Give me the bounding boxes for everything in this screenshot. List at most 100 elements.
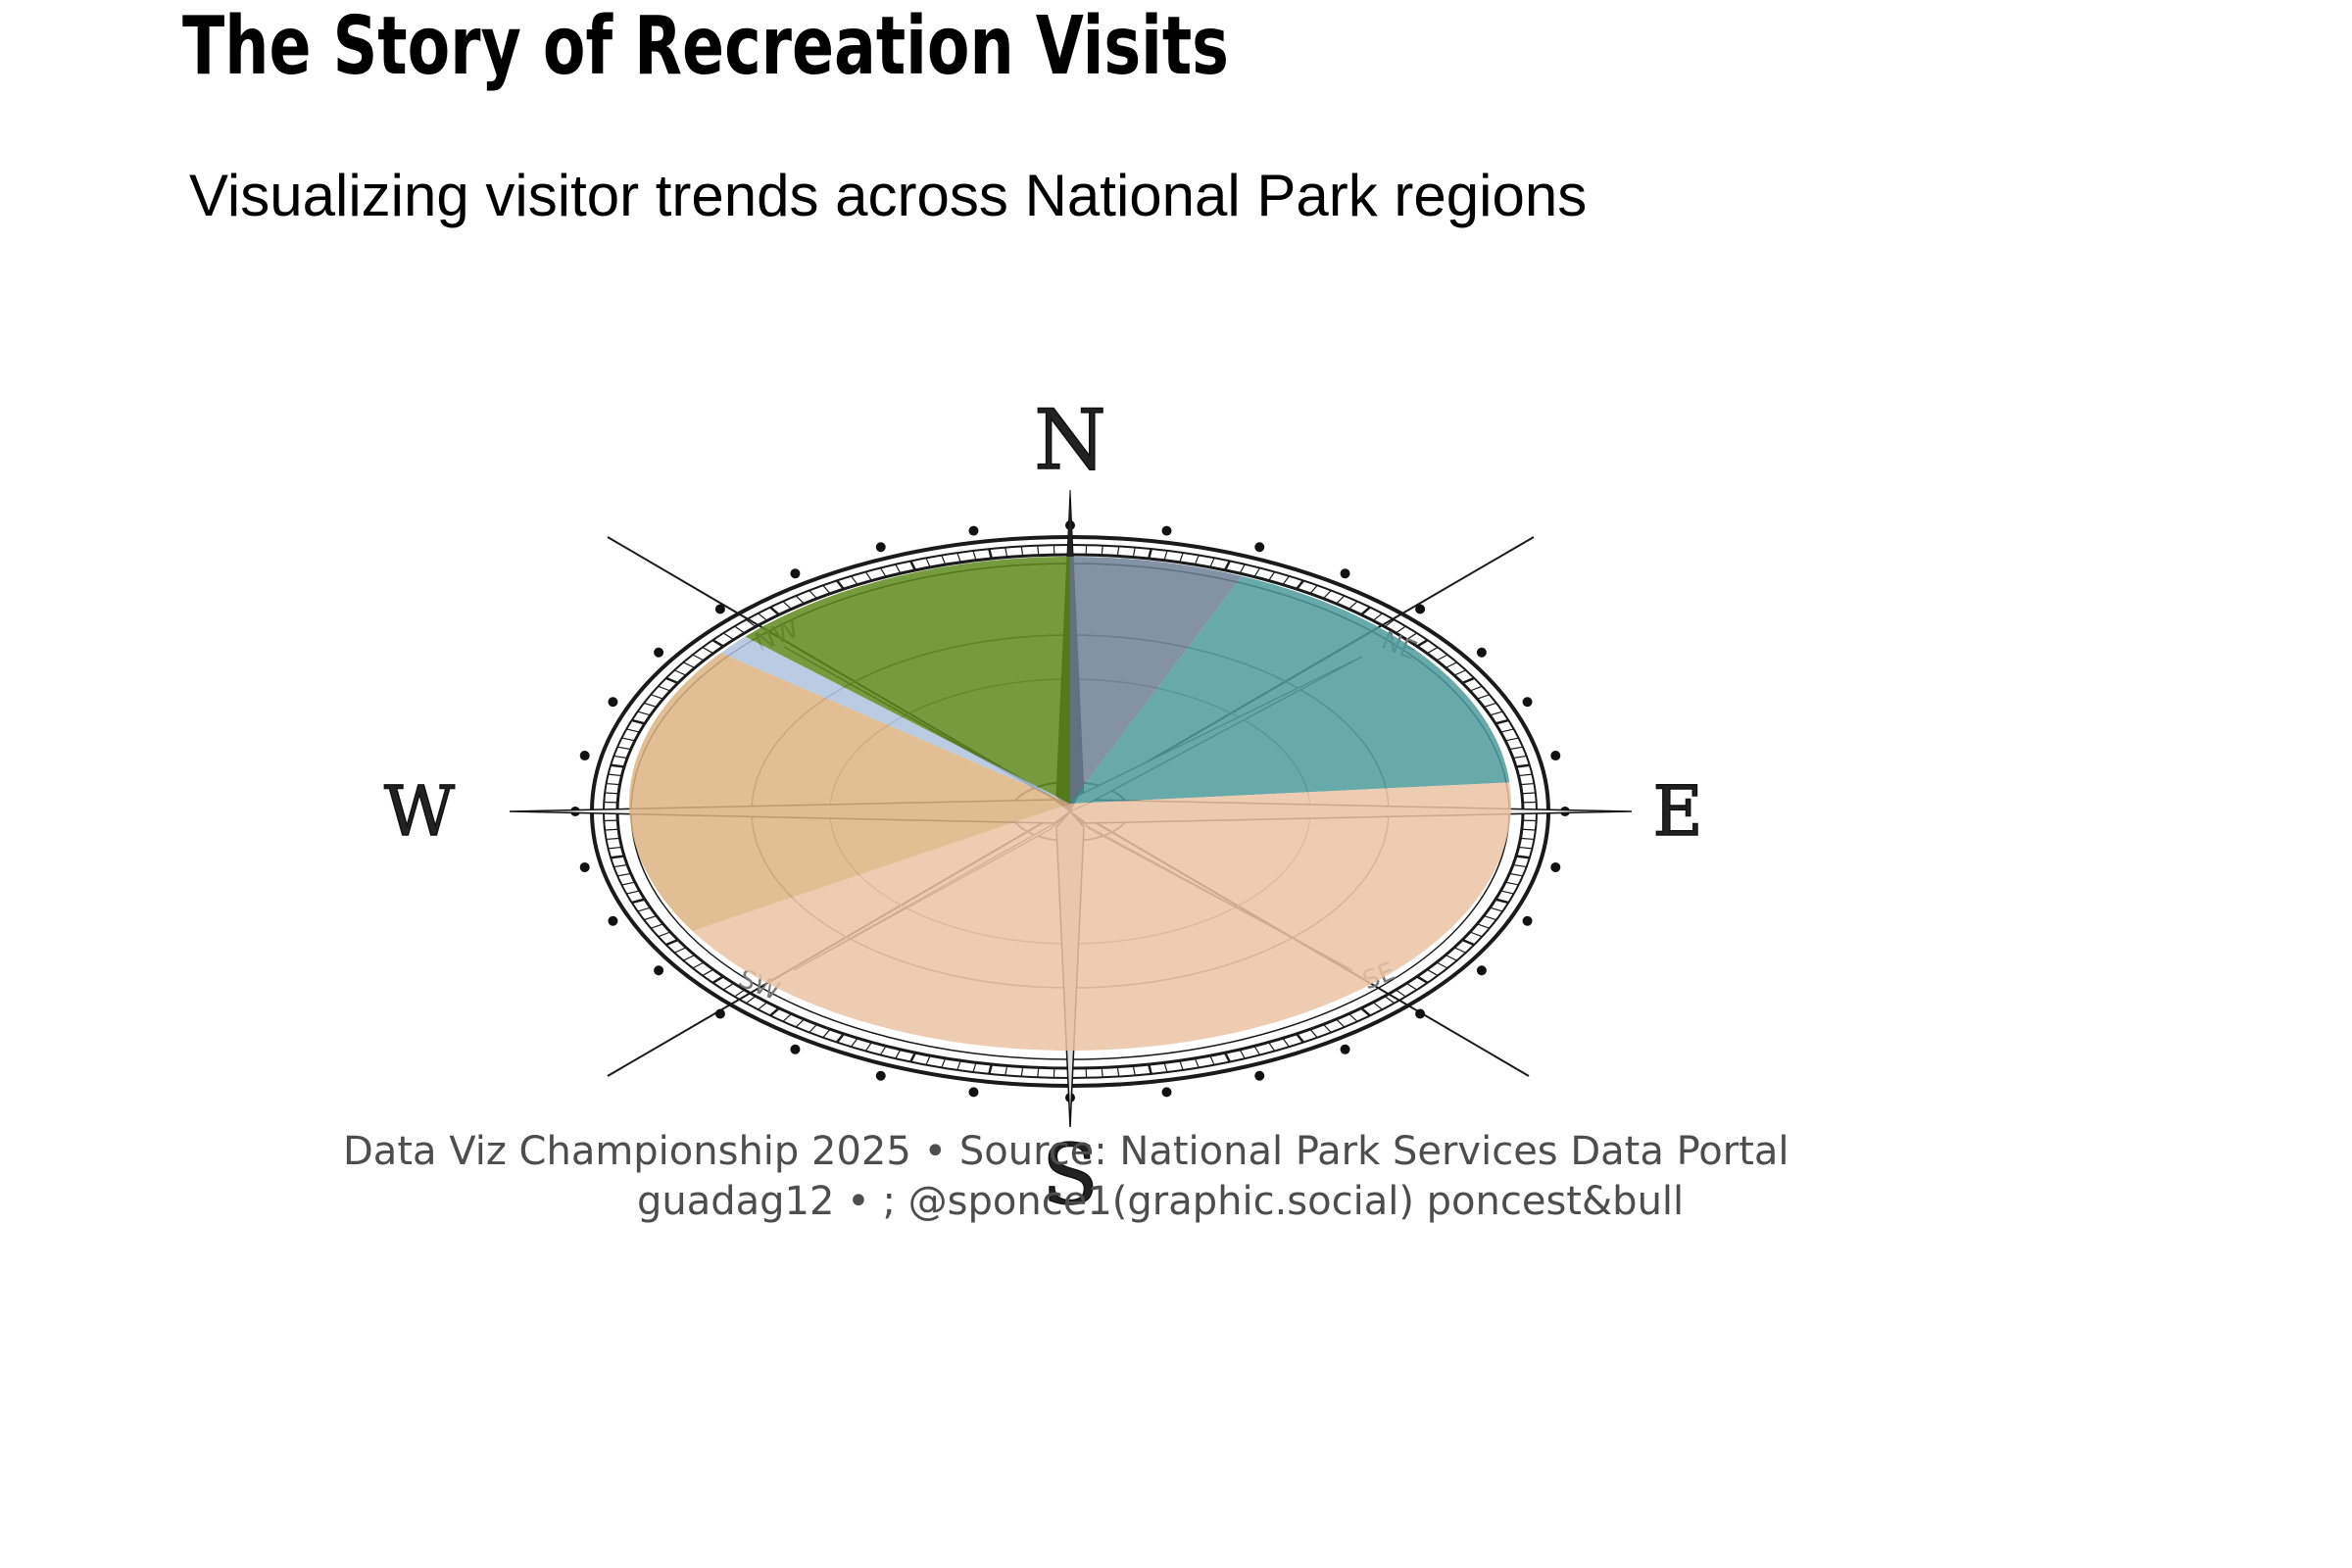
- compass-tick: [972, 550, 977, 561]
- compass-tick: [1406, 632, 1418, 641]
- compass-tick: [879, 1046, 887, 1055]
- compass-tick: [631, 898, 646, 905]
- compass-dot: [608, 697, 618, 708]
- compass-tick: [941, 1057, 947, 1068]
- compass-tick: [1500, 728, 1514, 733]
- caption-credits: guadag12 • ; @sponce1(graphic.social) po…: [637, 1179, 1685, 1224]
- compass-tick: [617, 872, 631, 877]
- compass-tick: [1469, 931, 1483, 938]
- compass-tick: [1179, 1060, 1184, 1071]
- compass-tick: [1372, 1002, 1383, 1010]
- pie-slice-5: [720, 636, 1070, 804]
- compass-tick: [1518, 773, 1533, 777]
- compass-tick: [711, 639, 724, 648]
- compass-tick: [722, 982, 734, 991]
- compass-tick: [822, 1028, 831, 1039]
- compass-tick: [795, 595, 805, 605]
- compass-tick: [1239, 1049, 1246, 1059]
- compass-dot: [968, 1087, 979, 1098]
- compass-tick: [1223, 560, 1231, 571]
- compass-tick: [1282, 575, 1290, 586]
- compass-tick: [782, 601, 792, 610]
- compass-tick: [836, 579, 845, 590]
- compass-dot: [1522, 697, 1533, 708]
- compass-tick: [745, 618, 757, 628]
- compass-tick: [1461, 938, 1475, 947]
- compass-tick: [734, 989, 746, 998]
- compass-tick: [1436, 961, 1448, 969]
- compass-tick: [1348, 601, 1358, 610]
- compass-dot: [579, 861, 590, 872]
- compass-tick: [658, 931, 671, 938]
- compass-tick: [1512, 863, 1527, 868]
- compass-tick: [658, 685, 671, 692]
- pie-slice-6: [745, 557, 1070, 804]
- compass-tick: [1322, 1023, 1332, 1033]
- compass-tick: [1132, 547, 1136, 558]
- compass-tick: [1037, 545, 1040, 556]
- compass-tick: [1322, 590, 1332, 600]
- compass-tick: [1521, 828, 1536, 831]
- compass-tick: [1445, 662, 1457, 669]
- compass-label-east: E: [1652, 771, 1702, 852]
- compass-dot: [1415, 1008, 1426, 1019]
- compass-label-west: W: [384, 771, 455, 852]
- compass-dot: [790, 1044, 801, 1054]
- compass-tick: [1518, 846, 1533, 850]
- compass-dot: [579, 751, 590, 761]
- compass-tick: [1520, 782, 1535, 786]
- compass-tick: [1445, 954, 1457, 961]
- compass-tick: [1461, 676, 1475, 685]
- caption-source: Data Viz Championship 2025 • Source: Nat…: [343, 1129, 1789, 1174]
- compass-tick: [1348, 1013, 1358, 1022]
- compass-tick: [611, 855, 625, 859]
- compass-dot: [1476, 965, 1487, 976]
- compass-tick: [702, 647, 714, 655]
- compass-tick: [1477, 923, 1491, 929]
- compass-tick: [650, 923, 663, 929]
- compass-tick: [608, 846, 622, 850]
- compass-dot: [1161, 525, 1172, 536]
- compass-tick: [1453, 669, 1466, 676]
- compass-tick: [1296, 1033, 1304, 1044]
- compass-tick: [1360, 1006, 1371, 1017]
- compass-tick: [1179, 552, 1184, 563]
- compass-tick-marks: [604, 545, 1537, 1078]
- compass-tick: [637, 710, 651, 716]
- compass-tick: [665, 676, 679, 685]
- compass-tick: [1253, 567, 1261, 577]
- compass-tick: [1194, 1057, 1200, 1068]
- compass-tick: [864, 571, 872, 581]
- compass-tick: [1148, 1063, 1152, 1075]
- compass-tick: [1223, 1052, 1231, 1063]
- compass-tick: [1360, 606, 1371, 616]
- compass-tick: [1515, 855, 1530, 859]
- compass-tick: [606, 782, 620, 786]
- compass-tick: [613, 755, 628, 760]
- compass-dot: [654, 647, 664, 658]
- chart-title: The Story of Recreation Visits: [182, 0, 1229, 93]
- compass-tick: [851, 575, 858, 586]
- compass-dot: [1550, 861, 1561, 872]
- pie-slice-1: [1070, 557, 1243, 804]
- compass-tick: [605, 828, 619, 831]
- compass-label-north: N: [1034, 392, 1106, 488]
- compass-tick: [795, 1018, 805, 1028]
- pie-slices: [629, 557, 1511, 1051]
- compass-tick: [621, 881, 636, 886]
- compass-tick: [1395, 625, 1406, 634]
- compass-dot: [1522, 915, 1533, 926]
- compass-tick: [1453, 947, 1466, 954]
- compass-tick: [1426, 647, 1439, 655]
- compass-dot: [714, 1008, 725, 1019]
- compass-tick: [864, 1042, 872, 1052]
- pie-slice-3: [692, 782, 1511, 1051]
- compass-tick: [626, 728, 640, 733]
- compass-tick: [1436, 654, 1448, 662]
- compass-tick: [1116, 1066, 1120, 1077]
- compass-tick: [1194, 555, 1200, 565]
- compass-tick: [758, 612, 768, 621]
- compass-tick: [1504, 737, 1519, 742]
- compass-tick: [782, 1013, 792, 1022]
